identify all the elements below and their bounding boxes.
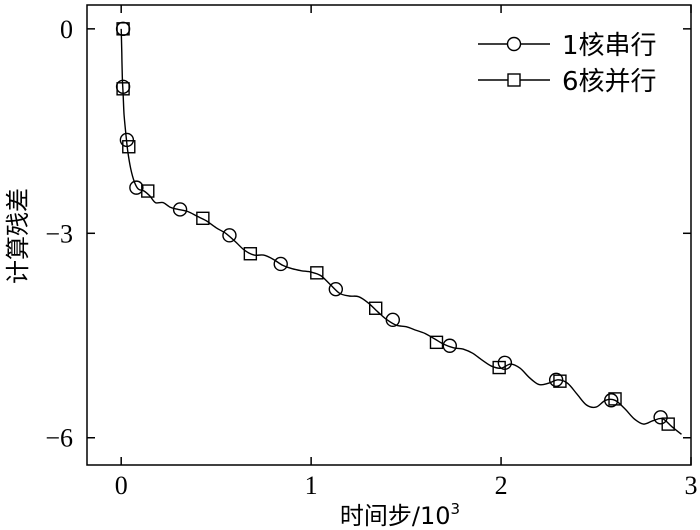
data-point-square: [369, 301, 383, 315]
data-point-circle: [604, 393, 619, 408]
data-point-square: [310, 266, 324, 280]
residual-curve: [120, 28, 682, 435]
data-point-circle: [129, 180, 144, 195]
data-point-circle: [222, 228, 237, 243]
data-point-square: [429, 335, 444, 350]
x-tick-label: 1: [305, 471, 318, 500]
data-point-circle: [328, 281, 344, 297]
data-point-circle: [119, 132, 135, 148]
data-point-square: [661, 417, 675, 431]
data-point-square: [243, 247, 258, 261]
x-tick-label: 2: [495, 471, 508, 500]
data-point-square: [141, 184, 155, 198]
x-tick-label: 3: [685, 471, 698, 500]
legend-marker-circle-icon: [506, 36, 522, 52]
data-point-circle: [442, 338, 457, 353]
x-axis-title-main: 时间步/10: [340, 502, 451, 530]
axis-tick-labels: 0 1 2 3 0 −3 −6: [45, 15, 697, 500]
data-point-square: [116, 22, 130, 36]
x-axis-title: 时间步/103: [340, 500, 460, 530]
legend-label-series-1: 1核串行: [562, 31, 657, 61]
data-point-circle: [548, 372, 564, 388]
legend: 1核串行 6核并行: [478, 31, 657, 97]
data-point-circle: [385, 312, 400, 328]
data-point-square: [608, 392, 622, 406]
legend-marker-square-icon: [507, 73, 521, 87]
x-tick-label: 0: [115, 471, 128, 500]
y-tick-label: −3: [45, 219, 73, 248]
data-point-square: [492, 360, 506, 375]
data-point-circle: [653, 410, 668, 425]
data-point-circle: [115, 21, 131, 37]
data-point-square: [122, 140, 136, 154]
data-point-circle: [172, 202, 188, 217]
axis-ticks: [87, 5, 692, 465]
data-point-circle: [273, 256, 288, 272]
series-markers: [115, 21, 675, 431]
y-axis-title: 计算残差: [4, 188, 32, 284]
data-point-square: [116, 82, 130, 96]
x-axis-title-superscript: 3: [451, 500, 461, 518]
data-point-square: [553, 374, 567, 388]
data-point-square: [196, 211, 210, 226]
legend-label-series-2: 6核并行: [562, 67, 657, 97]
plot-frame: [86, 4, 692, 466]
y-tick-label: 0: [60, 15, 73, 44]
y-tick-label: −6: [45, 424, 73, 453]
